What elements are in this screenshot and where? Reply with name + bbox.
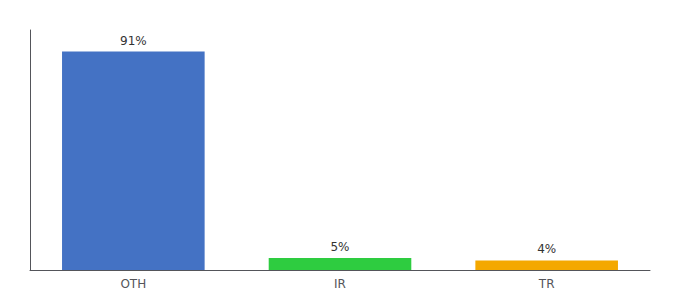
svg-text:OTH: OTH <box>120 277 146 291</box>
svg-text:IR: IR <box>334 277 346 291</box>
svg-text:91%: 91% <box>120 34 147 48</box>
svg-text:5%: 5% <box>330 240 349 254</box>
svg-text:TR: TR <box>538 277 555 291</box>
svg-text:4%: 4% <box>537 242 556 256</box>
